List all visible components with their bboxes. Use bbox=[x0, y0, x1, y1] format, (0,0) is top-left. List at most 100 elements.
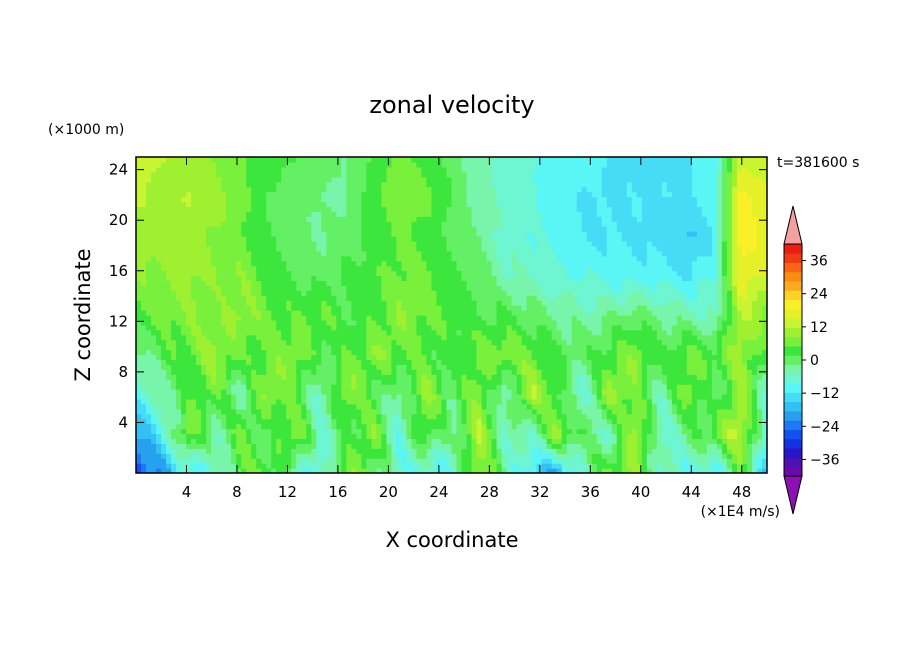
heatmap-cell bbox=[361, 408, 367, 415]
heatmap-cell bbox=[591, 433, 598, 440]
heatmap-cell bbox=[161, 359, 167, 365]
heatmap-cell bbox=[276, 295, 282, 301]
heatmap-cell bbox=[221, 443, 227, 449]
heatmap-cell bbox=[376, 334, 382, 341]
heatmap-cell bbox=[456, 379, 463, 385]
heatmap-cell bbox=[301, 458, 307, 464]
heatmap-cell bbox=[611, 403, 618, 410]
heatmap-cell bbox=[441, 398, 448, 405]
heatmap-cell bbox=[581, 453, 588, 459]
heatmap-cell bbox=[711, 290, 718, 296]
heatmap-cell bbox=[141, 349, 147, 356]
heatmap-cell bbox=[596, 433, 603, 440]
heatmap-cell bbox=[616, 418, 623, 425]
heatmap-cell bbox=[256, 428, 262, 435]
heatmap-cell bbox=[261, 458, 267, 464]
heatmap-cell bbox=[431, 418, 438, 425]
heatmap-cell bbox=[396, 310, 403, 316]
heatmap-cell bbox=[726, 334, 733, 341]
heatmap-cell bbox=[741, 354, 748, 361]
heatmap-cell bbox=[461, 359, 468, 365]
heatmap-cell bbox=[686, 329, 693, 336]
heatmap-cell bbox=[326, 295, 332, 301]
heatmap-cell bbox=[626, 329, 633, 336]
heatmap-cell bbox=[651, 453, 658, 459]
heatmap-cell bbox=[391, 280, 398, 286]
heatmap-cell bbox=[391, 275, 398, 282]
heatmap-cell bbox=[671, 463, 678, 469]
heatmap-cell bbox=[741, 349, 748, 356]
heatmap-cell bbox=[271, 423, 277, 430]
heatmap-cell bbox=[561, 369, 568, 375]
heatmap-cell bbox=[641, 280, 648, 286]
heatmap-cell bbox=[536, 413, 543, 420]
heatmap-cell bbox=[301, 413, 307, 420]
heatmap-cell bbox=[341, 374, 347, 380]
heatmap-cell bbox=[306, 448, 312, 454]
heatmap-cell bbox=[231, 290, 237, 296]
heatmap-cell bbox=[521, 403, 528, 410]
heatmap-cell bbox=[386, 433, 393, 440]
heatmap-cell bbox=[341, 398, 347, 405]
heatmap-cell bbox=[526, 305, 533, 311]
heatmap-cell bbox=[716, 433, 723, 440]
heatmap-cell bbox=[606, 394, 613, 400]
heatmap-cell bbox=[216, 443, 222, 449]
heatmap-cell bbox=[556, 423, 563, 430]
heatmap-cell bbox=[186, 408, 192, 415]
heatmap-cell bbox=[646, 408, 653, 415]
heatmap-cell bbox=[651, 295, 658, 301]
heatmap-cell bbox=[671, 344, 678, 351]
heatmap-cell bbox=[346, 428, 352, 435]
heatmap-cell bbox=[181, 354, 187, 361]
heatmap-cell bbox=[671, 403, 678, 410]
heatmap-cell bbox=[521, 280, 528, 286]
heatmap-cell bbox=[761, 423, 767, 430]
heatmap-cell bbox=[256, 319, 262, 326]
heatmap-cell bbox=[426, 310, 433, 316]
heatmap-cell bbox=[716, 453, 723, 459]
heatmap-cell bbox=[446, 275, 453, 282]
heatmap-cell bbox=[721, 443, 728, 449]
heatmap-cell bbox=[141, 418, 147, 425]
heatmap-cell bbox=[451, 384, 458, 390]
heatmap-cell bbox=[751, 290, 758, 296]
heatmap-cell bbox=[551, 418, 558, 425]
heatmap-cell bbox=[701, 423, 708, 430]
heatmap-cell bbox=[366, 379, 372, 385]
heatmap-cell bbox=[556, 310, 563, 316]
heatmap-cell bbox=[636, 384, 643, 390]
heatmap-cell bbox=[576, 433, 583, 440]
heatmap-cell bbox=[306, 359, 312, 365]
heatmap-cell bbox=[411, 398, 418, 405]
heatmap-cell bbox=[551, 408, 558, 415]
heatmap-cell bbox=[631, 423, 638, 430]
heatmap-cell bbox=[721, 438, 728, 444]
heatmap-cell bbox=[276, 315, 282, 321]
heatmap-cell bbox=[671, 374, 678, 380]
heatmap-cell bbox=[266, 305, 272, 311]
heatmap-cell bbox=[296, 305, 302, 311]
heatmap-cell bbox=[636, 280, 643, 286]
heatmap-cell bbox=[596, 394, 603, 400]
heatmap-cell bbox=[516, 305, 523, 311]
heatmap-cell bbox=[251, 295, 257, 301]
heatmap-cell bbox=[616, 389, 623, 395]
heatmap-cell bbox=[436, 413, 443, 420]
heatmap-cell bbox=[296, 398, 302, 405]
heatmap-cell bbox=[631, 394, 638, 400]
heatmap-cell bbox=[516, 379, 523, 385]
heatmap-cell bbox=[436, 359, 443, 365]
heatmap-cell bbox=[526, 453, 533, 459]
heatmap-cell bbox=[586, 334, 593, 341]
heatmap-cell bbox=[581, 354, 588, 361]
heatmap-cell bbox=[676, 369, 683, 375]
heatmap-cell bbox=[746, 389, 753, 395]
heatmap-cell bbox=[536, 359, 543, 365]
heatmap-cell bbox=[176, 280, 182, 286]
heatmap-cell bbox=[526, 379, 533, 385]
heatmap-cell bbox=[726, 319, 733, 326]
heatmap-cell bbox=[321, 359, 327, 365]
heatmap-cell bbox=[661, 394, 668, 400]
heatmap-cell bbox=[746, 295, 753, 301]
